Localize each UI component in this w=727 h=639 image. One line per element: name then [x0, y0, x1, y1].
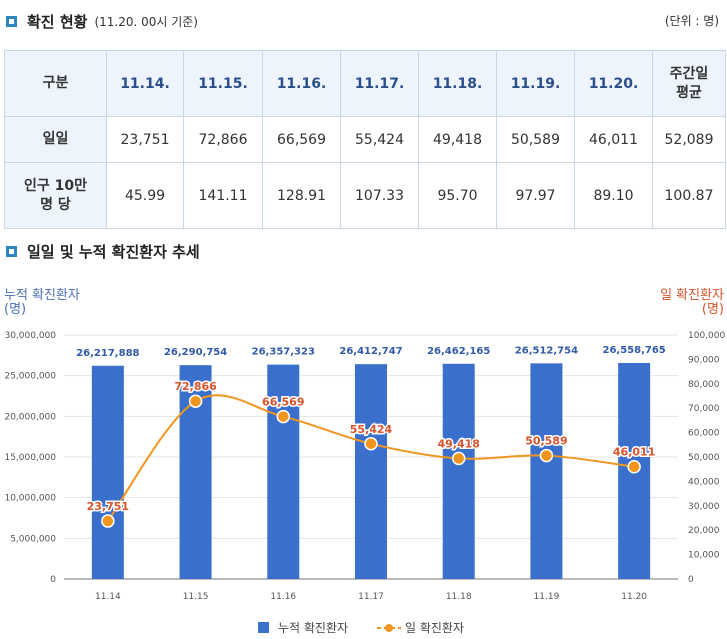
x-tick-label: 11.18	[446, 592, 472, 602]
line-point	[188, 394, 203, 408]
row-label: 일일	[4, 116, 107, 163]
line-value-label: 46,011	[613, 446, 655, 459]
left-tick-label: 0	[50, 575, 56, 585]
bar	[267, 364, 300, 579]
bar	[530, 363, 563, 579]
status-section-header: 확진 현황 (11.20. 00시 기준)	[6, 11, 198, 32]
left-axis-title: (명)	[4, 302, 26, 317]
line-point	[539, 448, 554, 463]
bar-value-label: 26,290,754	[164, 347, 227, 358]
header-cell: 11.15.	[183, 50, 263, 117]
table-cell: 141.11	[183, 162, 263, 229]
line-value-label: 49,418	[437, 437, 479, 450]
header-cell: 주간일 평균	[652, 50, 726, 117]
line-value-label: 72,866	[174, 380, 217, 393]
legend-line-marker	[385, 624, 393, 632]
table-cell: 52,089	[652, 116, 726, 163]
line-point	[627, 459, 641, 474]
trend-title: 일일 및 누적 확진환자 추세	[27, 243, 200, 261]
section-square-icon	[6, 16, 17, 27]
right-tick-label: 80,000	[688, 380, 720, 390]
line-point	[276, 409, 291, 424]
line-point	[101, 514, 115, 528]
bar	[442, 363, 475, 579]
line-value-label: 50,589	[525, 435, 567, 448]
table-cell: 66,569	[262, 116, 341, 163]
right-tick-label: 50,000	[688, 453, 720, 463]
bar-value-label: 26,217,888	[76, 348, 139, 359]
right-tick-label: 0	[688, 575, 694, 585]
line-point	[451, 451, 466, 466]
header-cell: 11.16.	[262, 50, 341, 117]
table-cell: 128.91	[262, 162, 341, 229]
trend-chart: 누적 확진환자(명)일 확진환자(명)05,000,00010,000,0001…	[4, 288, 725, 635]
status-unit: (단위 : 명)	[664, 14, 719, 28]
right-tick-label: 40,000	[688, 477, 720, 487]
table-cell: 107.33	[340, 162, 419, 229]
table-cell: 23,751	[106, 116, 184, 163]
bar-value-label: 26,512,754	[515, 345, 578, 356]
left-tick-label: 10,000,000	[4, 494, 56, 504]
right-tick-label: 70,000	[688, 404, 720, 414]
bar-value-label: 26,412,747	[339, 346, 402, 357]
bar	[355, 364, 387, 579]
left-axis-title: 누적 확진환자	[4, 288, 80, 303]
left-tick-label: 15,000,000	[4, 453, 56, 463]
left-tick-label: 25,000,000	[4, 372, 56, 382]
table-cell: 100.87	[652, 162, 726, 229]
line-value-label: 66,569	[262, 396, 304, 409]
right-tick-label: 10,000	[688, 551, 720, 561]
row-label: 인구 10만 명 당	[4, 162, 107, 229]
legend-line-label: 일 확진환자	[405, 621, 464, 635]
x-tick-label: 11.14	[95, 592, 121, 602]
table-cell: 72,866	[183, 116, 263, 163]
bar-value-label: 26,357,323	[252, 347, 315, 358]
bar-value-label: 26,558,765	[603, 345, 666, 356]
header-cell: 11.20.	[574, 50, 653, 117]
status-table: 구분 11.14. 11.15. 11.16. 11.17. 11.18. 11…	[4, 50, 726, 229]
left-tick-label: 5,000,000	[10, 534, 56, 544]
x-tick-label: 11.15	[183, 592, 209, 602]
bar-value-label: 26,462,165	[427, 346, 490, 357]
table-row: 인구 10만 명 당 45.99 141.11 128.91 107.33 95…	[4, 162, 726, 229]
table-cell: 89.10	[574, 162, 653, 229]
legend-bar-swatch	[258, 622, 269, 633]
header-cell: 11.19.	[496, 50, 575, 117]
table-cell: 50,589	[496, 116, 575, 163]
left-tick-label: 20,000,000	[4, 412, 56, 422]
header-cell: 11.17.	[340, 50, 419, 117]
table-cell: 45.99	[106, 162, 184, 229]
left-tick-label: 30,000,000	[4, 331, 56, 341]
table-cell: 55,424	[340, 116, 419, 163]
right-tick-label: 100,000	[688, 331, 725, 341]
x-tick-label: 11.16	[270, 592, 296, 602]
right-axis-title: (명)	[702, 302, 724, 317]
status-header-row: 구분 11.14. 11.15. 11.16. 11.17. 11.18. 11…	[4, 50, 726, 117]
x-tick-label: 11.17	[358, 592, 384, 602]
table-cell: 95.70	[418, 162, 497, 229]
table-cell: 49,418	[418, 116, 497, 163]
legend-bar-label: 누적 확진환자	[278, 621, 348, 635]
right-tick-label: 30,000	[688, 502, 720, 512]
right-tick-label: 60,000	[688, 429, 720, 439]
table-cell: 97.97	[496, 162, 575, 229]
bar	[91, 365, 124, 579]
x-tick-label: 11.19	[534, 592, 560, 602]
section-square-icon	[6, 246, 17, 257]
header-cell: 11.18.	[418, 50, 497, 117]
line-value-label: 23,751	[87, 500, 129, 513]
table-row: 일일 23,751 72,866 66,569 55,424 49,418 50…	[4, 116, 726, 163]
right-axis-title: 일 확진환자	[660, 288, 724, 303]
line-value-label: 55,424	[350, 423, 393, 436]
line-point	[364, 437, 378, 451]
trend-section-header: 일일 및 누적 확진환자 추세	[6, 241, 200, 262]
table-cell: 46,011	[574, 116, 653, 163]
header-cell: 11.14.	[106, 50, 184, 117]
header-cell: 구분	[4, 50, 107, 117]
right-tick-label: 90,000	[688, 355, 720, 365]
status-basis: (11.20. 00시 기준)	[94, 15, 198, 29]
x-tick-label: 11.20	[621, 592, 647, 602]
status-title: 확진 현황	[27, 13, 88, 31]
right-tick-label: 20,000	[688, 526, 720, 536]
